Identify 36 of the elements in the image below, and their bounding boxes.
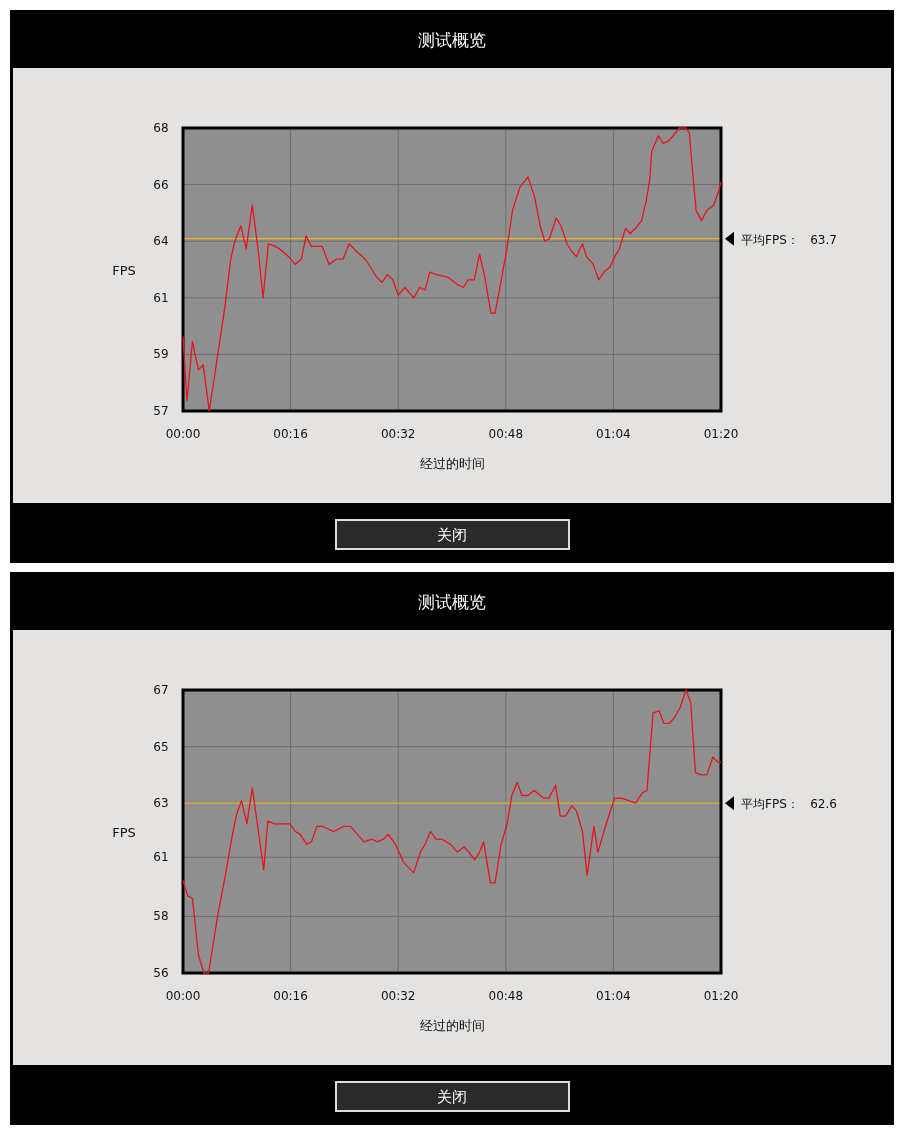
y-tick-label: 64 [153, 234, 169, 249]
text: 关闭 [437, 1088, 467, 1106]
x-tick-label: 00:48 [488, 989, 524, 1003]
x-tick-label: 00:00 [165, 427, 201, 441]
x-tick-label: 01:04 [596, 427, 631, 441]
y-tick-label: 57 [153, 404, 169, 418]
line-series [182, 127, 722, 412]
x-tick-label: 00:32 [380, 989, 416, 1003]
x-tick-label: 00:48 [488, 427, 524, 441]
y-axis-title: FPS [112, 262, 136, 278]
chart-title: 测试概览 [418, 592, 486, 612]
x-axis-title: 经过的时间 [419, 456, 485, 471]
y-tick-label: 59 [153, 347, 169, 362]
ref-line-label: 平均FPS： 62.6 [741, 797, 837, 812]
ref-line-label: 平均FPS： 63.7 [741, 232, 837, 247]
y-axis-title: FPS [112, 824, 136, 840]
y-tick-label: 56 [153, 966, 169, 980]
chart-title: 测试概览 [418, 30, 486, 50]
x-tick-label: 01:20 [703, 427, 739, 441]
y-tick-label: 66 [153, 177, 169, 192]
y-tick-label: 61 [153, 290, 169, 305]
y-tick-label: 68 [153, 121, 169, 135]
y-tick-label: 65 [153, 739, 169, 754]
x-tick-label: 01:04 [596, 989, 631, 1003]
y-tick-label: 61 [153, 850, 169, 865]
text: 关闭 [437, 526, 467, 544]
x-tick-label: 00:16 [273, 427, 308, 441]
y-tick-label: 63 [153, 796, 169, 811]
x-tick-label: 00:32 [380, 427, 416, 441]
x-tick-label: 00:16 [273, 989, 308, 1003]
x-axis-title: 经过的时间 [419, 1018, 485, 1033]
y-tick-label: 58 [153, 909, 169, 924]
line-series [182, 689, 722, 974]
x-tick-label: 01:20 [703, 989, 739, 1003]
x-tick-label: 00:00 [165, 989, 201, 1003]
y-tick-label: 67 [153, 683, 169, 697]
